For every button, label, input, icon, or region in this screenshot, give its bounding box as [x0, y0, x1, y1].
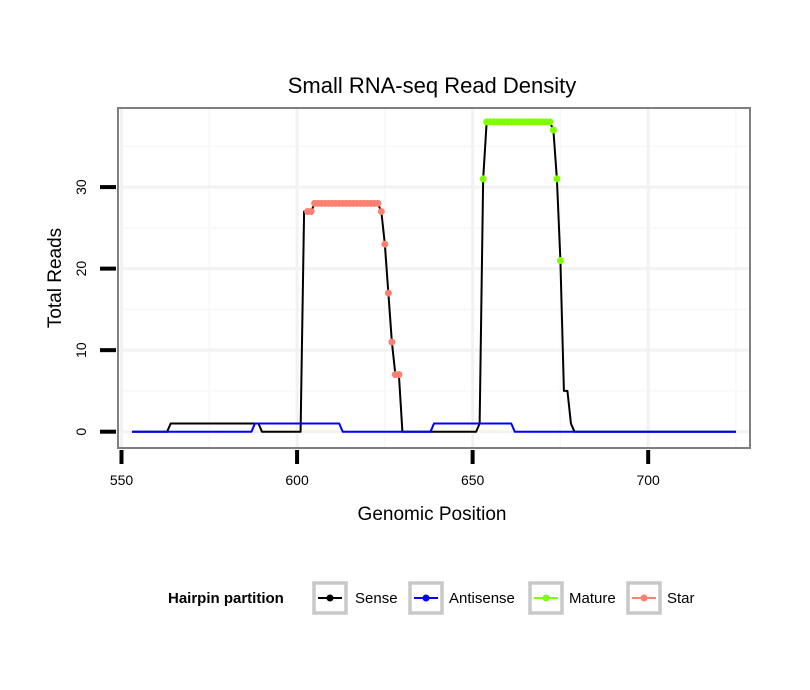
data-point-star — [384, 289, 392, 297]
legend-label: Antisense — [449, 590, 515, 607]
series-points — [304, 118, 564, 379]
y-tick-label: 20 — [73, 261, 89, 277]
y-axis-label: Total Reads — [45, 228, 66, 328]
data-point-star — [374, 199, 382, 207]
legend-key-point — [640, 594, 648, 602]
x-axis: 550 600 650 700 — [110, 450, 660, 488]
series-line-antisense — [132, 422, 736, 433]
data-point-star — [381, 240, 389, 248]
legend-label: Mature — [569, 590, 616, 607]
data-point-star — [307, 208, 315, 216]
legend-key-point — [542, 594, 550, 602]
legend-key-point — [326, 594, 334, 602]
legend-label: Sense — [355, 590, 398, 607]
data-point-mature — [479, 175, 487, 183]
y-tick-label: 30 — [73, 179, 89, 195]
data-point-star — [377, 208, 385, 216]
legend-title: Hairpin partition — [168, 590, 284, 607]
x-tick-label: 700 — [636, 472, 660, 488]
data-point-star — [388, 338, 396, 346]
legend: Hairpin partition Sense Antisense Mature St… — [168, 581, 695, 615]
data-point-mature — [546, 118, 554, 126]
x-tick-label: 650 — [461, 472, 485, 488]
data-point-star — [395, 371, 403, 379]
y-tick-label: 0 — [73, 428, 89, 436]
chart-title: Small RNA-seq Read Density — [288, 73, 577, 98]
plot-panel-border — [117, 107, 751, 449]
x-tick-label: 600 — [285, 472, 309, 488]
legend-label: Star — [667, 590, 695, 607]
legend-key-point — [422, 594, 430, 602]
data-point-mature — [549, 126, 557, 134]
plot-panel-background — [118, 108, 750, 448]
data-point-mature — [553, 175, 561, 183]
y-axis: 0 10 20 30 — [73, 179, 116, 436]
data-point-mature — [556, 256, 564, 264]
y-tick-label: 10 — [73, 342, 89, 358]
x-axis-label: Genomic Position — [358, 504, 507, 525]
x-tick-label: 550 — [110, 472, 134, 488]
